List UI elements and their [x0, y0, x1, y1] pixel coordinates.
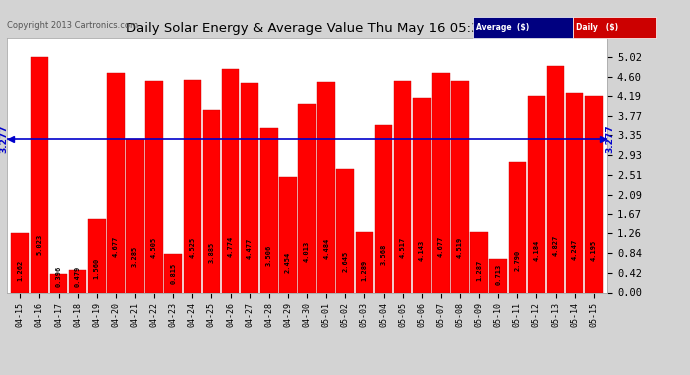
- Bar: [107, 73, 125, 292]
- Bar: [184, 80, 201, 292]
- Text: 3.277: 3.277: [605, 124, 614, 153]
- Text: 4.143: 4.143: [419, 240, 425, 261]
- Bar: [471, 232, 488, 292]
- Bar: [546, 66, 564, 292]
- Text: 4.519: 4.519: [457, 237, 463, 258]
- Text: Average  ($): Average ($): [476, 22, 529, 32]
- Text: 5.023: 5.023: [37, 234, 42, 255]
- Text: 4.517: 4.517: [400, 237, 406, 258]
- Text: 3.285: 3.285: [132, 246, 138, 267]
- Title: Daily Solar Energy & Average Value Thu May 16 05:36: Daily Solar Energy & Average Value Thu M…: [126, 22, 488, 35]
- Bar: [164, 254, 182, 292]
- Bar: [528, 96, 545, 292]
- Text: 4.484: 4.484: [323, 237, 329, 259]
- Bar: [451, 81, 469, 292]
- Bar: [375, 125, 393, 292]
- Bar: [279, 177, 297, 292]
- Bar: [509, 162, 526, 292]
- Text: 0.815: 0.815: [170, 263, 176, 284]
- Text: 2.454: 2.454: [285, 252, 291, 273]
- Text: Daily   ($): Daily ($): [576, 22, 618, 32]
- Text: 4.195: 4.195: [591, 239, 597, 261]
- Text: 1.289: 1.289: [362, 260, 367, 281]
- Bar: [413, 98, 431, 292]
- Text: 1.287: 1.287: [476, 260, 482, 281]
- Bar: [566, 93, 584, 292]
- Bar: [88, 219, 106, 292]
- Bar: [317, 82, 335, 292]
- Bar: [50, 274, 68, 292]
- Bar: [489, 259, 507, 292]
- Text: 3.568: 3.568: [380, 244, 386, 265]
- Text: 0.479: 0.479: [75, 266, 81, 287]
- Text: 2.645: 2.645: [342, 250, 348, 272]
- Text: 1.262: 1.262: [17, 260, 23, 281]
- Bar: [30, 57, 48, 292]
- Text: 4.525: 4.525: [189, 237, 195, 258]
- Text: 3.506: 3.506: [266, 244, 272, 266]
- Text: 4.774: 4.774: [228, 236, 234, 256]
- Text: 4.827: 4.827: [553, 235, 559, 256]
- Bar: [69, 270, 86, 292]
- Bar: [337, 168, 354, 292]
- Bar: [12, 233, 29, 292]
- Bar: [260, 128, 277, 292]
- Bar: [394, 81, 411, 292]
- Bar: [355, 232, 373, 292]
- Text: 3.885: 3.885: [208, 242, 215, 263]
- Text: 2.790: 2.790: [514, 249, 520, 270]
- Bar: [585, 96, 602, 292]
- Text: 4.505: 4.505: [151, 237, 157, 258]
- Bar: [241, 82, 259, 292]
- Bar: [221, 69, 239, 292]
- Text: Copyright 2013 Cartronics.com: Copyright 2013 Cartronics.com: [7, 21, 138, 30]
- Text: 4.677: 4.677: [438, 236, 444, 257]
- Text: 4.677: 4.677: [113, 236, 119, 257]
- Bar: [146, 81, 163, 292]
- Text: 4.477: 4.477: [247, 237, 253, 259]
- Text: 0.396: 0.396: [55, 266, 61, 287]
- Bar: [203, 110, 220, 292]
- Bar: [126, 138, 144, 292]
- Text: 4.184: 4.184: [533, 240, 540, 261]
- Bar: [432, 73, 450, 292]
- Text: 1.560: 1.560: [94, 258, 100, 279]
- Text: 4.013: 4.013: [304, 241, 310, 262]
- Bar: [298, 104, 316, 292]
- Text: 3.277: 3.277: [0, 124, 9, 153]
- Text: 0.713: 0.713: [495, 264, 501, 285]
- Text: 4.247: 4.247: [572, 239, 578, 260]
